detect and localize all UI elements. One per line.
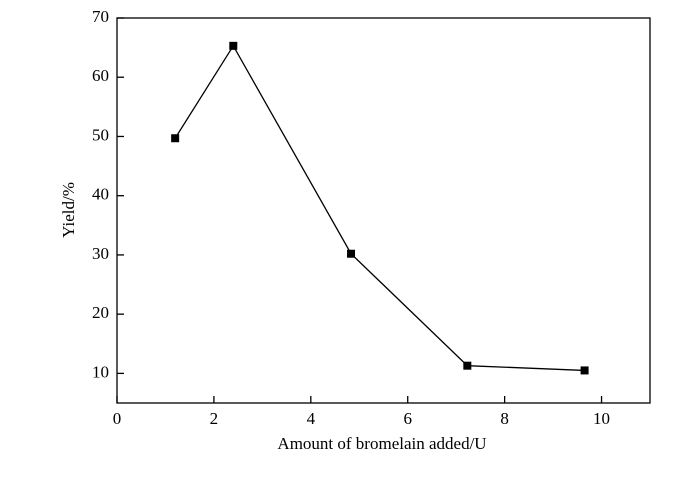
marker [171, 134, 180, 143]
marker [580, 366, 589, 375]
y-tick-label: 40 [92, 185, 109, 204]
line [174, 44, 585, 372]
marker [463, 361, 472, 370]
x-tick-label: 4 [307, 409, 316, 428]
y-tick-label: 60 [92, 66, 109, 85]
x-tick-label: 8 [500, 409, 509, 428]
x-tick-label: 2 [210, 409, 219, 428]
plot-frame [116, 17, 651, 404]
y-tick-label: 50 [92, 125, 109, 144]
x-tick-label: 0 [113, 409, 122, 428]
marker [229, 41, 238, 50]
x-tick-label: 10 [593, 409, 610, 428]
marker [347, 249, 356, 258]
y-tick-label: 70 [92, 7, 109, 26]
x-axis-label: Amount of bromelain added/U [277, 434, 486, 453]
y-axis-label: Yield/% [59, 182, 78, 238]
x-tick-label: 6 [403, 409, 412, 428]
y-tick-label: 10 [92, 362, 109, 381]
y-tick-label: 20 [92, 303, 109, 322]
y-tick-label: 30 [92, 244, 109, 263]
